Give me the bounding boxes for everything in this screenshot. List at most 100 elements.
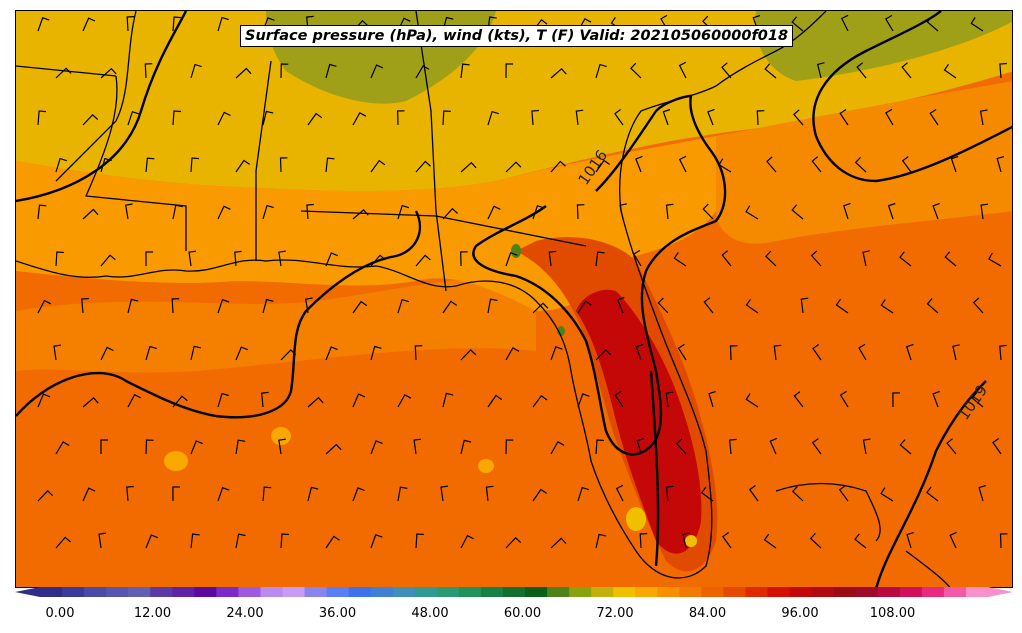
wind-barb	[548, 250, 557, 267]
wind-barb	[98, 532, 106, 549]
wind-barb	[55, 251, 64, 267]
wind-barb	[978, 485, 986, 502]
colorbar-right-arrow	[988, 587, 1013, 597]
wind-barb	[677, 343, 687, 361]
colorbar-tick-label: 0.00	[45, 606, 75, 621]
wind-barb	[971, 392, 984, 408]
colorbar-segment	[591, 587, 614, 597]
wind-barb	[37, 17, 50, 32]
wind-barb	[532, 302, 549, 314]
wind-barb	[397, 486, 408, 502]
wind-barb	[665, 203, 674, 220]
wind-barb	[880, 487, 894, 502]
wind-barb	[397, 393, 412, 408]
wind-barb	[442, 392, 454, 408]
wind-barb	[721, 62, 732, 79]
wind-barb	[505, 161, 522, 173]
wind-barb	[352, 300, 368, 314]
wind-barb	[325, 443, 342, 455]
wind-barb	[884, 14, 894, 32]
wind-barb	[217, 16, 229, 32]
wind-barb	[718, 158, 732, 173]
wind-barb	[217, 298, 230, 314]
wind-barb	[262, 486, 272, 502]
florida-hot-core	[576, 289, 702, 554]
colorbar-tick-label: 84.00	[688, 606, 727, 621]
colorbar-segment	[260, 587, 284, 597]
wind-barb	[235, 533, 246, 549]
wind-barb	[145, 157, 155, 173]
colorbar-segment	[833, 587, 857, 597]
colorbar-tick-label: 72.00	[596, 606, 634, 621]
wind-barb	[811, 438, 822, 455]
wind-barb	[929, 108, 939, 126]
wind-barb	[702, 203, 714, 220]
wind-barb	[708, 391, 716, 408]
colorbar-tick-label: 108.00	[869, 606, 916, 621]
wind-barb	[926, 298, 939, 314]
wind-barb	[532, 488, 548, 502]
isobar-1016-east	[649, 370, 660, 567]
wind-barb	[988, 252, 1002, 267]
wind-barb	[190, 157, 200, 173]
wind-barb	[999, 533, 1008, 549]
wind-barb	[809, 532, 822, 549]
colorbar-segment	[701, 587, 725, 597]
wind-barb	[999, 62, 1007, 79]
wind-barb	[745, 298, 759, 314]
colorbar-segment	[392, 587, 416, 597]
wind-barb	[840, 14, 849, 32]
wind-barb	[487, 205, 501, 220]
wind-barb	[505, 536, 522, 549]
wind-barb	[505, 346, 520, 361]
wind-barb	[763, 533, 777, 549]
wind-barb	[370, 254, 386, 267]
colorbar-segment	[150, 587, 173, 597]
colorbar-segment	[172, 587, 195, 597]
wind-barb	[700, 486, 714, 502]
wind-barb	[280, 533, 289, 549]
wind-barb	[82, 113, 99, 126]
wind-barb	[171, 298, 180, 314]
wind-barb	[769, 437, 777, 455]
wind-barb	[950, 155, 959, 173]
wind-barb	[234, 250, 242, 267]
wind-barb	[280, 63, 289, 79]
wind-barb	[37, 393, 51, 408]
wind-barb	[278, 438, 286, 455]
wind-barb	[127, 298, 139, 314]
wind-barb	[722, 532, 732, 549]
wind-barb	[880, 299, 894, 314]
wind-barb	[370, 534, 383, 549]
wind-barb	[633, 249, 642, 267]
wind-barb	[675, 438, 687, 455]
wind-barb	[37, 299, 51, 314]
wind-barb	[460, 534, 474, 549]
wind-barb	[577, 393, 590, 408]
wind-barb	[55, 536, 71, 549]
colorbar-segment	[62, 587, 85, 597]
wind-barb	[172, 395, 188, 408]
colorbar-tick-label: 36.00	[318, 606, 357, 621]
wind-barb	[370, 159, 386, 173]
wind-barb	[901, 156, 912, 173]
wind-barb	[415, 254, 431, 267]
wind-barb	[190, 345, 202, 361]
wind-barb	[810, 250, 822, 267]
wind-barb	[126, 485, 134, 502]
colorbar-segment	[414, 587, 438, 597]
wind-barb	[943, 63, 957, 79]
colorbar-segment	[458, 587, 482, 597]
colorbar-segments	[40, 587, 989, 597]
wind-barb	[100, 67, 117, 79]
wind-barb	[485, 485, 494, 502]
colorbar-segment	[569, 587, 592, 597]
wind-barb	[678, 155, 687, 173]
wind-barb	[707, 108, 715, 126]
wind-barb	[858, 343, 867, 361]
wind-barb	[352, 209, 369, 220]
wind-barb	[440, 485, 448, 502]
colorbar-segment	[40, 587, 63, 597]
green-spot-1	[511, 244, 521, 258]
wind-barb	[505, 63, 514, 79]
